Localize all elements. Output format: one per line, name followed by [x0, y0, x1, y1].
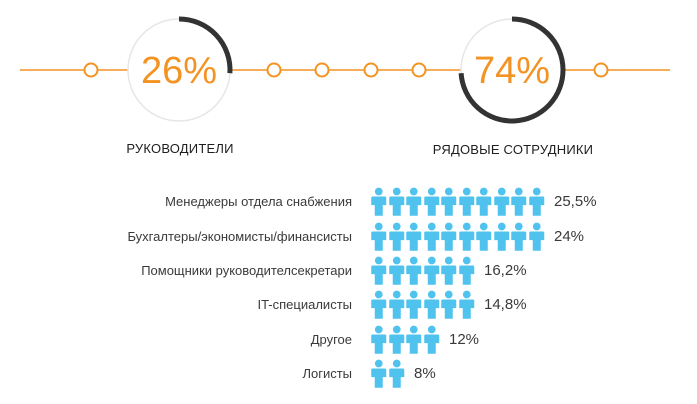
person-icons [370, 256, 475, 286]
category-row: Другое 12% [0, 325, 697, 355]
category-row: IT-специалисты 14,8% [0, 290, 697, 320]
person-icon [458, 256, 474, 285]
person-icon [371, 290, 387, 319]
person-icons [370, 187, 545, 217]
person-icon [423, 222, 439, 251]
person-icon [528, 187, 544, 216]
person-icons [370, 222, 545, 252]
person-icon [441, 187, 457, 216]
person-icon [493, 187, 509, 216]
person-icon [458, 187, 474, 216]
employees-percent: 74% [474, 50, 550, 92]
person-icon [476, 187, 492, 216]
person-icon [423, 290, 439, 319]
timeline-dot [314, 62, 330, 78]
category-value: 12% [449, 331, 480, 348]
person-icon [388, 222, 404, 251]
timeline-dot [266, 62, 282, 78]
person-icon [493, 222, 509, 251]
timeline-dot [593, 62, 609, 78]
category-row: Помощники руководителсекретари 16,2% [0, 256, 697, 286]
category-row: Менеджеры отдела снабжения 25,5% [0, 187, 697, 217]
person-icon [423, 325, 439, 354]
person-icon [388, 325, 404, 354]
percentage-timeline: 26% 74% [20, 16, 670, 124]
person-icon [371, 359, 387, 388]
person-icon [511, 187, 527, 216]
managers-percent: 26% [141, 50, 217, 92]
person-icon [406, 187, 422, 216]
person-icon [388, 256, 404, 285]
person-icon [406, 222, 422, 251]
timeline-dot [411, 62, 427, 78]
managers-label: РУКОВОДИТЕЛИ [126, 141, 234, 156]
ring-managers: 26% [127, 16, 233, 122]
category-label: Менеджеры отдела снабжения [165, 194, 352, 209]
person-icon [441, 256, 457, 285]
category-row: Логисты 8% [0, 359, 697, 389]
person-icon [458, 290, 474, 319]
person-icons [370, 325, 440, 355]
person-icon [511, 222, 527, 251]
person-icon [388, 290, 404, 319]
person-icon [371, 256, 387, 285]
category-label: Логисты [302, 366, 352, 381]
person-icons [370, 359, 405, 389]
timeline-dot [83, 62, 99, 78]
person-icon [423, 256, 439, 285]
person-icon [441, 222, 457, 251]
category-value: 14,8% [484, 296, 527, 313]
person-icon [371, 222, 387, 251]
category-label: Помощники руководителсекретари [141, 263, 352, 278]
person-icons [370, 290, 475, 320]
person-icon [406, 325, 422, 354]
category-row: Бухгалтеры/экономисты/финансисты 24% [0, 222, 697, 252]
person-icon [371, 325, 387, 354]
category-value: 24% [554, 228, 585, 245]
person-icon [388, 187, 404, 216]
person-icon [371, 187, 387, 216]
timeline-dot [363, 62, 379, 78]
category-label: Другое [310, 332, 352, 347]
person-icon [406, 290, 422, 319]
ring-employees-progress [458, 16, 566, 124]
person-icon [441, 290, 457, 319]
person-icon [528, 222, 544, 251]
category-label: Бухгалтеры/экономисты/финансисты [127, 229, 352, 244]
ring-managers-progress [178, 16, 233, 74]
category-label: IT-специалисты [257, 297, 352, 312]
person-icon [458, 222, 474, 251]
ring-employees: 74% [458, 16, 566, 124]
person-icon [423, 187, 439, 216]
person-icon [406, 256, 422, 285]
category-value: 8% [414, 365, 436, 382]
category-value: 16,2% [484, 262, 527, 279]
person-icon [476, 222, 492, 251]
employees-label: РЯДОВЫЕ СОТРУДНИКИ [432, 142, 594, 157]
person-icon [388, 359, 404, 388]
category-value: 25,5% [554, 193, 597, 210]
